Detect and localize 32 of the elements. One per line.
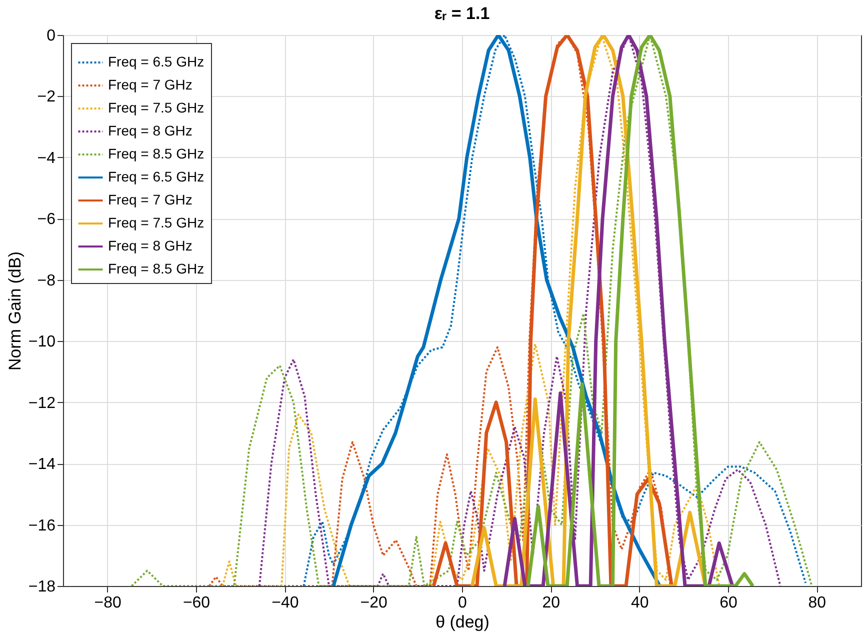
y-tick-label: −16 <box>28 517 56 534</box>
legend-label: Freq = 7.5 GHz <box>108 214 204 230</box>
legend-label: Freq = 6.5 GHz <box>108 168 204 184</box>
x-tick-label: −20 <box>360 594 388 612</box>
legend-label: Freq = 7 GHz <box>108 192 192 208</box>
legend-label: Freq = 6.5 GHz <box>108 54 204 70</box>
x-tick-label: −60 <box>182 594 210 612</box>
x-tick-label: 40 <box>630 594 649 612</box>
legend-label: Freq = 8 GHz <box>108 238 192 254</box>
y-tick-label: −8 <box>37 272 56 290</box>
legend-label: Freq = 8.5 GHz <box>108 260 204 276</box>
x-axis-title: θ (deg) <box>436 612 490 632</box>
legend-label: Freq = 7 GHz <box>108 76 192 92</box>
x-tick-label: 20 <box>542 594 560 612</box>
legend-label: Freq = 8.5 GHz <box>108 146 204 162</box>
y-tick-label: −10 <box>28 334 56 351</box>
x-tick-label: −40 <box>272 594 299 612</box>
x-tick-label: −80 <box>94 594 122 612</box>
x-tick-label: 60 <box>720 594 738 612</box>
y-axis-title: Norm Gain (dB) <box>5 251 24 371</box>
legend-label: Freq = 7.5 GHz <box>108 100 204 116</box>
chart-title: εᵣ = 1.1 <box>434 4 490 23</box>
legend-label: Freq = 8 GHz <box>108 122 192 138</box>
y-tick-label: −2 <box>37 88 56 106</box>
x-tick-label: 0 <box>458 594 468 612</box>
y-tick-label: −6 <box>37 211 56 228</box>
x-tick-label: 80 <box>808 594 826 612</box>
y-tick-label: −18 <box>28 578 56 596</box>
y-tick-label: −12 <box>28 394 56 412</box>
y-tick-label: −4 <box>37 150 56 167</box>
y-tick-label: 0 <box>46 28 56 44</box>
y-tick-label: −14 <box>28 456 56 474</box>
